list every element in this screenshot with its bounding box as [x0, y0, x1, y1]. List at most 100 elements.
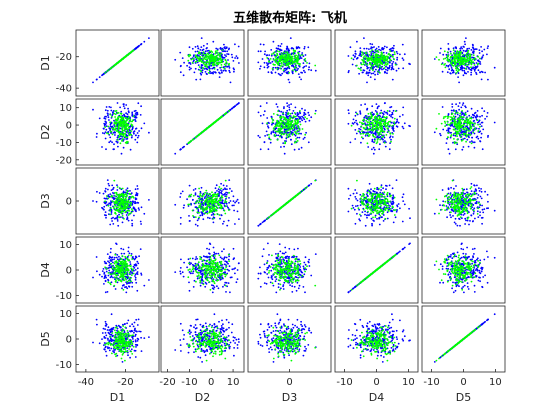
point-g1-105 [264, 50, 266, 53]
point-g2-64 [372, 122, 374, 124]
point-g1-156 [445, 142, 448, 145]
point-g1-138 [268, 137, 271, 140]
point-g2-14 [386, 125, 388, 127]
point-g2-79 [126, 142, 128, 145]
point-g2-189 [201, 67, 204, 69]
point-g2-10 [299, 110, 301, 112]
point-g1-156 [282, 142, 285, 145]
point-g2-170 [376, 53, 379, 56]
point-g1-65 [292, 66, 295, 68]
point-g2-176 [216, 61, 219, 64]
point-g1-17 [126, 187, 129, 190]
point-g2-116 [362, 61, 365, 63]
point-g2-188 [209, 124, 212, 127]
point-g2-156 [296, 62, 299, 64]
point-g1-223 [107, 116, 110, 119]
point-g2-126 [393, 53, 396, 56]
point-g2-168 [198, 66, 201, 68]
point-g2-33 [288, 135, 291, 138]
point-g1-1 [148, 199, 150, 201]
point-g2-190 [385, 59, 388, 61]
point-g1-33 [301, 107, 303, 110]
point-g2-42 [269, 138, 272, 141]
point-g1-248 [462, 130, 464, 133]
point-g2-55 [477, 130, 480, 132]
point-g1-78 [270, 132, 273, 135]
point-g1-135 [441, 106, 444, 108]
point-g1-181 [381, 112, 384, 115]
panel-points [92, 102, 150, 155]
point-g2-112 [194, 55, 197, 58]
point-g1-51 [129, 190, 131, 192]
point-g1-121 [451, 103, 454, 105]
point-g1-3 [477, 137, 480, 140]
point-g1-234 [104, 190, 106, 192]
point-g1-164 [297, 67, 299, 70]
point-g1-93 [401, 57, 404, 60]
point-g2-183 [276, 61, 279, 64]
point-g2-106 [458, 132, 460, 135]
point-g1-99 [354, 129, 357, 131]
point-g1-120 [286, 102, 288, 105]
point-g2-127 [225, 61, 228, 64]
point-g1-251 [137, 207, 140, 210]
point-g2-183 [376, 139, 379, 141]
point-g2-60 [286, 134, 289, 137]
point-g2-65 [467, 133, 470, 136]
point-g1-188 [459, 66, 462, 69]
point-g1-149 [483, 48, 486, 51]
point-g1-173 [378, 105, 380, 107]
point-g2-86 [474, 57, 476, 60]
point-g1-141 [479, 130, 482, 133]
point-g2-41 [294, 63, 297, 66]
point-g1-104 [395, 69, 398, 72]
point-g1-238 [289, 138, 292, 141]
point-g2-88 [393, 58, 395, 61]
panel-D2-vs-D4 [334, 98, 419, 166]
point-g2-104 [296, 60, 299, 63]
point-g2-53 [446, 51, 449, 53]
point-g2-134 [444, 57, 447, 60]
panel-points [433, 37, 496, 84]
point-g1-112 [352, 118, 355, 121]
point-g1-219 [474, 67, 477, 70]
point-g2-50 [200, 70, 203, 73]
point-g1-224 [140, 127, 143, 130]
point-g2-126 [393, 117, 396, 120]
point-g2-87 [459, 112, 462, 115]
point-g2-188 [126, 54, 129, 56]
point-g1-225 [285, 68, 288, 71]
point-g1-171 [226, 50, 229, 53]
point-g2-175 [278, 56, 281, 59]
point-g1-178 [234, 43, 236, 46]
point-g2-71 [379, 56, 382, 59]
point-g2-51 [113, 122, 116, 125]
point-g1-100 [473, 146, 476, 149]
point-g2-189 [383, 67, 386, 69]
point-g2-161 [374, 59, 377, 62]
point-g1-111 [271, 123, 273, 126]
point-g2-180 [469, 55, 471, 58]
point-g1-243 [134, 109, 137, 112]
point-g2-154 [470, 117, 472, 119]
point-g2-113 [372, 129, 374, 132]
point-g2-178 [453, 54, 456, 57]
panel-frame [334, 98, 419, 166]
point-g2-59 [122, 202, 125, 205]
point-g1-63 [370, 52, 373, 54]
point-g2-82 [377, 128, 380, 131]
point-g1-238 [382, 138, 384, 141]
point-g2-189 [455, 67, 458, 69]
point-g2-184 [460, 133, 463, 136]
point-g2-175 [204, 56, 206, 59]
point-g2-173 [219, 116, 222, 119]
point-g2-155 [294, 123, 297, 125]
point-g2-95 [369, 50, 371, 53]
point-g1-126 [105, 214, 107, 217]
point-g1-152 [370, 46, 373, 48]
point-g1-154 [458, 81, 460, 84]
point-g2-35 [455, 112, 457, 114]
point-g2-54 [455, 69, 458, 72]
point-g2-165 [367, 57, 370, 59]
point-g1-200 [359, 131, 362, 134]
